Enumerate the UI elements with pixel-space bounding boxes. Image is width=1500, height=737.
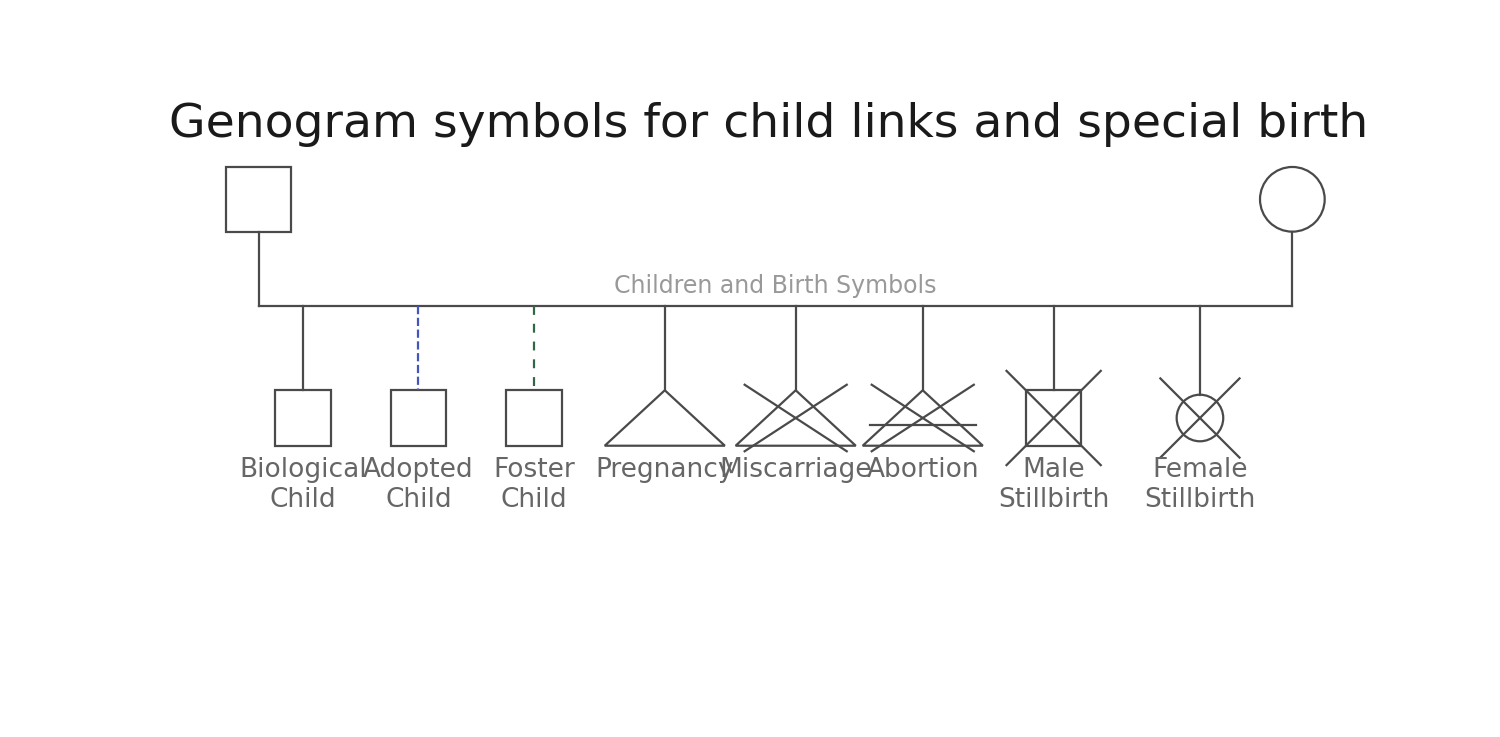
Circle shape xyxy=(1176,395,1222,441)
Polygon shape xyxy=(862,391,982,446)
FancyBboxPatch shape xyxy=(1026,391,1082,446)
FancyBboxPatch shape xyxy=(274,391,330,446)
Text: Female
Stillbirth: Female Stillbirth xyxy=(1144,457,1256,513)
FancyBboxPatch shape xyxy=(506,391,561,446)
Text: Adopted
Child: Adopted Child xyxy=(363,457,474,513)
Text: Miscarriage: Miscarriage xyxy=(720,457,872,483)
Circle shape xyxy=(1260,167,1324,231)
Text: Pregnancy: Pregnancy xyxy=(596,457,734,483)
Polygon shape xyxy=(735,391,856,446)
Text: Abortion: Abortion xyxy=(867,457,980,483)
Text: Genogram symbols for child links and special birth: Genogram symbols for child links and spe… xyxy=(170,102,1368,147)
Text: Biological
Child: Biological Child xyxy=(238,457,366,513)
Text: Children and Birth Symbols: Children and Birth Symbols xyxy=(614,274,936,298)
Polygon shape xyxy=(604,391,724,446)
FancyBboxPatch shape xyxy=(390,391,445,446)
Text: Foster
Child: Foster Child xyxy=(494,457,574,513)
Text: Male
Stillbirth: Male Stillbirth xyxy=(998,457,1110,513)
FancyBboxPatch shape xyxy=(226,167,291,232)
